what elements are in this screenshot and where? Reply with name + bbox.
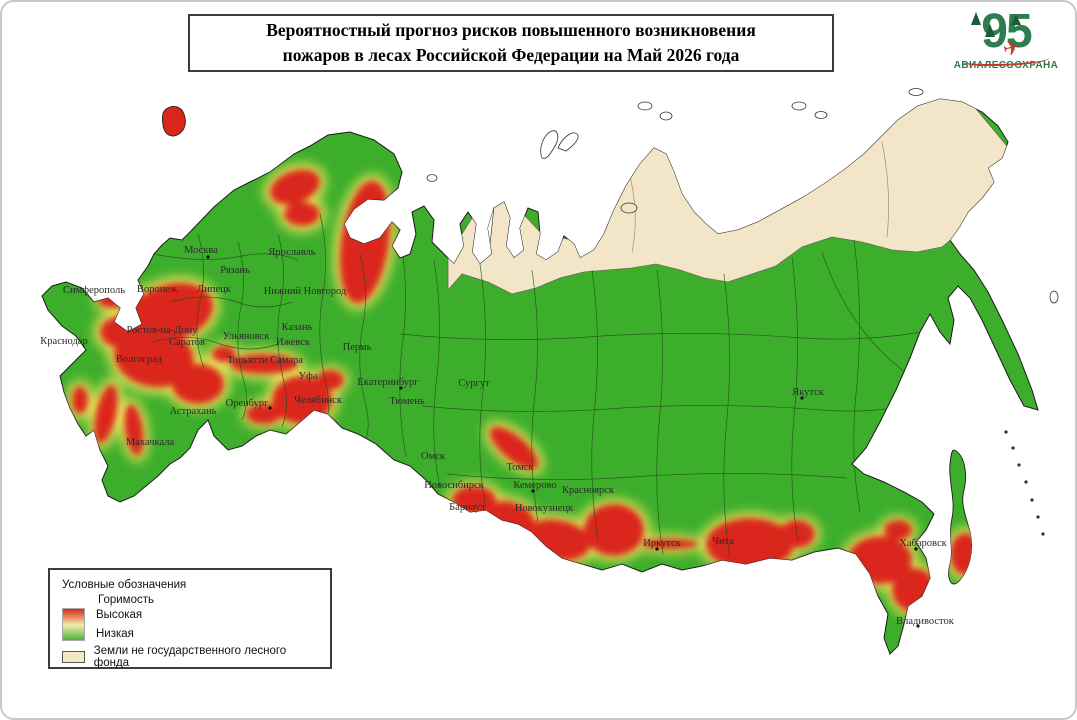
- map-label: Иркутск: [643, 538, 681, 549]
- legend-subheading: Горимость: [98, 594, 154, 606]
- map-label: Пермь: [343, 342, 372, 353]
- legend: Условные обозначения Горимость Высокая Н…: [48, 568, 332, 669]
- map-label: Нижний Новгород: [264, 286, 347, 297]
- map-label: Тольятти Самара: [227, 355, 303, 366]
- title-line-1: Вероятностный прогноз рисков повышенного…: [266, 19, 756, 40]
- map-label: Кемерово: [513, 480, 556, 491]
- map-label: Ижевск: [276, 337, 311, 348]
- avialesookhrana-logo: 95 ✈ АВИАЛЕСООХРАНА: [945, 4, 1067, 88]
- map-label: Ульяновск: [223, 331, 271, 342]
- kaliningrad-region: [161, 106, 186, 137]
- map-label: Якутск: [792, 387, 825, 398]
- map-label: Саратов: [169, 337, 205, 348]
- logo-name: АВИАЛЕСООХРАНА: [953, 60, 1059, 72]
- map-label: Хабаровск: [899, 538, 947, 549]
- map-label: Махачкала: [126, 437, 175, 448]
- map-label: Симферополь: [63, 285, 125, 296]
- map-label: Новосибирск: [424, 480, 484, 491]
- tree-icon: [985, 24, 995, 37]
- logo-swoosh: [963, 54, 1049, 66]
- map-label: Оренбург: [226, 398, 270, 409]
- map-label: Липецк: [197, 284, 232, 295]
- map-label: Воронеж: [137, 284, 178, 295]
- map-label: Барнаул: [449, 502, 485, 513]
- region-borders: [151, 141, 943, 559]
- map-label: Екатеринбург: [357, 377, 419, 388]
- map-label: Томск: [506, 462, 534, 473]
- title-box: Вероятностный прогноз рисков повышенного…: [188, 14, 834, 72]
- map-label: Чита: [712, 536, 734, 547]
- tree-icon: [1011, 14, 1021, 25]
- legend-low-label: Низкая: [96, 628, 134, 640]
- map-label: Новокузнецк: [515, 503, 574, 514]
- map-label: Казань: [282, 322, 313, 333]
- map-label: Уфа: [299, 371, 318, 382]
- map-label: Сургут: [458, 378, 490, 389]
- map-label: Омск: [421, 451, 446, 462]
- map-label: Красноярск: [562, 485, 615, 496]
- legend-heading: Условные обозначения: [62, 579, 187, 591]
- arctic-islands: [426, 88, 1059, 304]
- map-label: Челябинск: [294, 395, 343, 406]
- tree-icon: [971, 12, 981, 25]
- risk-gradient-swatch: [62, 608, 85, 641]
- title-line-2: пожаров в лесах Российской Федерации на …: [282, 45, 740, 65]
- map-label: Волгоград: [116, 354, 163, 365]
- kuril-islands: [1004, 430, 1045, 536]
- map-label: Астрахань: [170, 406, 217, 417]
- map-label: Москва: [184, 245, 218, 256]
- map-label: Владивосток: [896, 616, 955, 627]
- map-label: Тюмень: [389, 396, 425, 407]
- sakhalin-risk-band: [948, 528, 972, 580]
- legend-high-label: Высокая: [96, 609, 143, 621]
- map-label: Ярославль: [268, 247, 315, 258]
- map-labels: Симферополь Воронеж Краснодар Ростов-на-…: [40, 245, 954, 627]
- map-label: Краснодар: [40, 336, 87, 347]
- city-dots: [206, 255, 920, 628]
- map-label: Ростов-на-Дону: [127, 325, 199, 336]
- non-forest-swatch: [62, 651, 85, 663]
- legend-non-forest-label: Земли не государственного лесного фонда: [93, 645, 287, 669]
- map-label: Рязань: [220, 265, 250, 276]
